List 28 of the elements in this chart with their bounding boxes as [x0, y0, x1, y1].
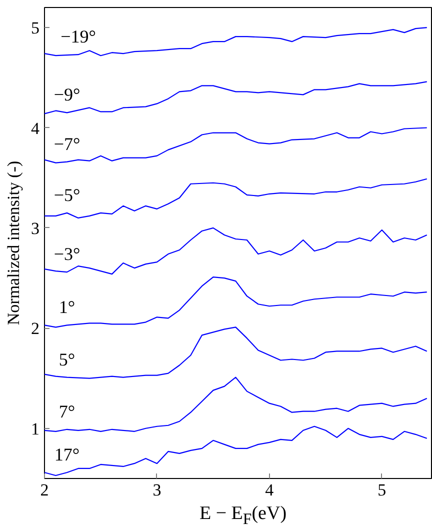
line-series	[44, 227, 428, 275]
line-series	[44, 426, 428, 476]
series-label: 1°	[58, 297, 76, 318]
line-series	[44, 127, 428, 164]
x-axis-title: E − E$_{F}$(eV)	[199, 503, 287, 528]
series-label: 5°	[58, 349, 76, 370]
y-tick-label: 4	[31, 118, 40, 138]
series-label: 17°	[54, 444, 80, 464]
series-label: −5°	[54, 184, 80, 205]
line-series	[44, 178, 428, 218]
series-label: −19°	[60, 26, 96, 47]
line-series	[44, 26, 428, 56]
series-label: −7°	[54, 134, 80, 154]
series-label: −9°	[54, 84, 80, 105]
y-tick-label: 3	[31, 218, 40, 238]
line-series	[44, 276, 428, 328]
series-label: 7°	[58, 401, 76, 422]
line-series	[44, 376, 428, 432]
y-axis-title: Normalized intensity (-)	[4, 160, 23, 326]
y-tick-label: 2	[31, 319, 40, 338]
y-tick-label: 1	[31, 419, 40, 438]
x-tick-label: 5	[378, 480, 386, 500]
line-series	[44, 326, 428, 379]
line-series	[44, 81, 428, 114]
x-tick-label: 3	[152, 480, 162, 500]
x-tick-label: 4	[265, 480, 274, 500]
series-label: −3°	[54, 244, 80, 264]
y-tick-label: 5	[31, 18, 40, 38]
